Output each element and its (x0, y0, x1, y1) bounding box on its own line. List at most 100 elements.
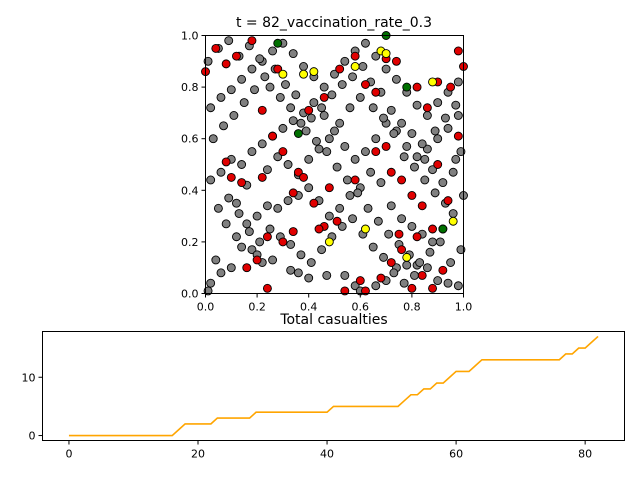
scatter-point (281, 80, 290, 89)
scatter-point (211, 255, 221, 265)
scatter-point (402, 141, 412, 151)
scatter-point (337, 80, 347, 89)
scatter-point (299, 69, 308, 79)
scatter-point (440, 113, 450, 123)
scatter-point (288, 116, 298, 126)
scatter-point (340, 56, 350, 66)
scatter-point (317, 245, 327, 255)
scatter-point (366, 167, 376, 177)
scatter-point (232, 232, 241, 242)
scatter-point (286, 103, 296, 113)
scatter-point (278, 123, 288, 133)
scatter-point (286, 265, 296, 275)
scatter-point (247, 36, 257, 46)
scatter-point (262, 283, 272, 293)
scatter-point (237, 242, 247, 252)
scatter-point (422, 111, 432, 120)
scatter-point (428, 165, 437, 175)
scatter-point (304, 273, 314, 283)
scatter-point (417, 139, 427, 149)
scatter-point (304, 154, 314, 164)
scatter-point (379, 252, 388, 262)
scatter-point (453, 281, 463, 291)
scatter-point (443, 123, 453, 133)
scatter-point (443, 278, 453, 288)
scatter-point (221, 157, 231, 167)
scatter-point (330, 69, 339, 79)
scatter-point (350, 281, 360, 291)
scatter-point (301, 126, 311, 136)
scatter-point (293, 129, 303, 138)
x-tick-label: 20 (191, 448, 205, 461)
scatter-point (237, 160, 247, 169)
x-tick-label: 80 (578, 448, 592, 461)
scatter-point (384, 229, 394, 239)
scatter-point (306, 258, 316, 267)
y-tick-label: 10 (22, 371, 36, 384)
scatter-point (203, 286, 213, 296)
scatter-point (324, 237, 334, 247)
scatter-point (443, 196, 453, 206)
x-tick-label: 0.2 (248, 301, 266, 314)
scatter-point (355, 276, 365, 286)
scatter-point (381, 141, 391, 151)
scatter-point (386, 167, 396, 177)
scatter-point (350, 175, 360, 185)
scatter-point (417, 270, 427, 280)
scatter-point (371, 87, 381, 97)
scatter-point (397, 214, 407, 224)
scatter-point (232, 198, 241, 208)
scatter-point (335, 64, 345, 74)
scatter-point (386, 105, 396, 115)
scatter-point (216, 167, 226, 177)
scatter-point (288, 49, 298, 59)
scatter-point (386, 201, 396, 211)
scatter-point (340, 141, 350, 151)
scatter-point (345, 103, 355, 113)
y-tick-label: 0.0 (181, 288, 199, 301)
scatter-point (252, 211, 262, 221)
scatter-point (216, 268, 226, 278)
scatter-point (275, 92, 285, 102)
scatter-point (226, 85, 236, 95)
scatter-point (361, 38, 370, 48)
scatter-point (311, 136, 321, 146)
scatter-point (286, 240, 296, 249)
scatter-point (448, 209, 458, 218)
scatter-point (435, 237, 445, 247)
scatter-point (438, 224, 448, 234)
scatter-point (273, 38, 283, 48)
scatter-point (268, 46, 278, 56)
scatter-point (348, 214, 358, 224)
scatter-point (433, 98, 443, 108)
scatter-x-axis: 0.0 0.2 0.4 0.6 0.8 1.0 (197, 293, 472, 314)
scatter-point (379, 113, 388, 123)
scatter-point (438, 265, 448, 275)
scatter-point (247, 245, 257, 255)
scatter-point (407, 129, 417, 138)
scatter-point (391, 74, 401, 84)
scatter-point (322, 270, 332, 280)
scatter-point (299, 172, 308, 182)
scatter-point (371, 147, 381, 157)
scatter-point (361, 224, 370, 234)
scatter-point (358, 62, 368, 71)
scatter-point (361, 80, 370, 89)
scatter-point (456, 147, 466, 157)
scatter-point (397, 245, 407, 255)
y-tick-label: 0.6 (181, 133, 199, 146)
x-tick-label: 0.0 (197, 301, 215, 314)
scatter-point (361, 286, 370, 296)
scatter-point (402, 252, 412, 262)
scatter-point (206, 278, 216, 288)
y-tick-label: 0.4 (181, 184, 199, 197)
scatter-point (273, 203, 283, 213)
scatter-point (402, 82, 412, 92)
scatter-point (368, 242, 378, 252)
scatter-point (232, 51, 241, 61)
scatter-point (288, 227, 298, 237)
scatter-point (412, 82, 422, 92)
line-y-axis: 0 10 (22, 371, 43, 443)
scatter-point (402, 260, 412, 270)
scatter-point (293, 268, 303, 278)
